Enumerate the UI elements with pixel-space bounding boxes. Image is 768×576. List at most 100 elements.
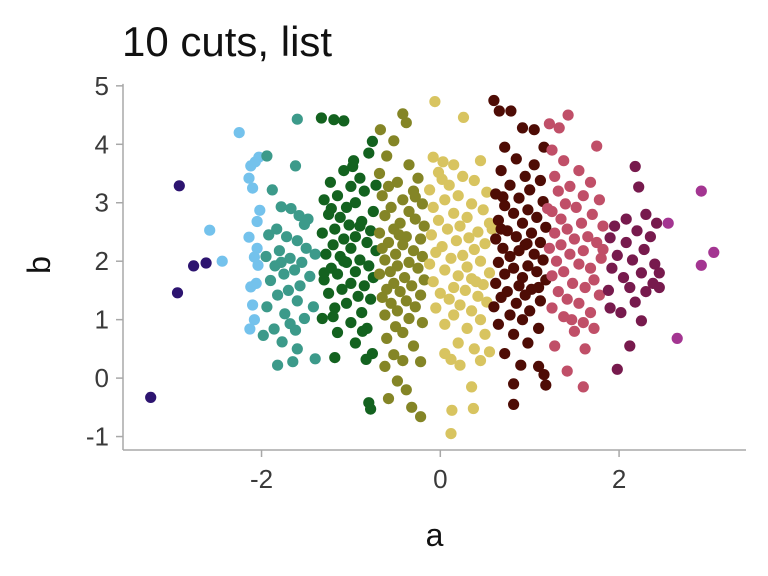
data-point — [363, 260, 375, 272]
data-point — [349, 337, 361, 349]
data-point — [653, 267, 665, 279]
data-point — [291, 235, 303, 247]
data-point — [382, 180, 395, 192]
data-point — [507, 398, 520, 410]
data-point — [577, 317, 589, 329]
data-point — [662, 217, 674, 229]
data-point — [620, 213, 632, 225]
data-point — [309, 248, 321, 260]
y-tick-label: 1 — [95, 305, 109, 335]
data-point — [591, 140, 603, 152]
data-point — [528, 248, 540, 260]
data-point — [466, 381, 478, 393]
x-tick-label: 0 — [433, 464, 447, 494]
data-point — [486, 223, 498, 235]
data-point — [499, 268, 511, 280]
data-point — [507, 328, 520, 340]
data-point — [391, 176, 403, 188]
data-point — [367, 205, 379, 218]
data-point — [617, 272, 630, 284]
data-point — [366, 135, 378, 147]
data-point — [457, 111, 470, 123]
data-point — [329, 223, 341, 235]
data-point — [273, 245, 285, 257]
data-point — [412, 262, 424, 274]
data-point — [360, 353, 372, 365]
data-point — [328, 114, 340, 126]
data-point — [472, 226, 484, 238]
data-point — [531, 211, 543, 223]
data-point — [468, 243, 480, 256]
data-point — [338, 165, 350, 177]
data-point — [504, 179, 516, 191]
data-point — [454, 299, 466, 311]
data-point — [513, 245, 525, 257]
data-point — [593, 194, 606, 206]
data-point — [441, 223, 454, 235]
data-point — [499, 348, 511, 360]
data-point — [584, 176, 597, 188]
data-point — [573, 165, 585, 177]
data-point — [474, 314, 487, 326]
data-point — [285, 203, 297, 215]
data-point — [397, 108, 409, 120]
data-point — [537, 254, 549, 266]
data-point — [640, 286, 652, 298]
data-point — [448, 207, 460, 219]
data-point — [291, 295, 303, 307]
data-point — [516, 314, 529, 326]
data-point — [561, 365, 573, 377]
data-point — [522, 337, 534, 349]
data-point — [457, 170, 469, 182]
data-point — [445, 252, 457, 264]
data-point — [568, 233, 581, 245]
data-point — [577, 381, 589, 393]
data-point — [452, 190, 464, 202]
series-9 — [602, 160, 665, 375]
data-point — [534, 295, 547, 307]
data-point — [468, 174, 480, 187]
data-point — [373, 167, 386, 180]
data-point — [397, 326, 409, 339]
data-point — [546, 302, 558, 314]
data-point — [430, 302, 442, 314]
data-point — [609, 220, 621, 232]
data-point — [293, 210, 305, 222]
data-point — [304, 270, 316, 282]
data-point — [454, 359, 466, 371]
data-point — [399, 272, 411, 284]
data-point — [264, 274, 277, 287]
data-point — [418, 220, 430, 232]
data-point — [573, 258, 585, 270]
data-point — [261, 301, 273, 313]
data-point — [577, 190, 589, 202]
data-point — [439, 348, 451, 360]
data-point — [365, 403, 377, 415]
data-point — [434, 287, 446, 299]
data-point — [257, 329, 269, 341]
data-point — [577, 245, 589, 257]
y-axis-label: b — [21, 256, 57, 274]
data-point — [406, 280, 418, 292]
y-tick-label: 5 — [95, 71, 109, 101]
series-10 — [662, 185, 720, 344]
data-point — [397, 194, 409, 206]
data-point — [468, 343, 480, 355]
data-point — [649, 258, 661, 270]
data-point — [296, 256, 308, 268]
data-point — [340, 201, 353, 213]
data-point — [424, 258, 436, 270]
data-point — [307, 301, 319, 313]
data-point — [651, 217, 663, 229]
data-point — [510, 153, 522, 165]
data-point — [488, 94, 500, 107]
data-point — [415, 233, 427, 245]
data-point — [507, 207, 520, 219]
data-points — [145, 94, 720, 440]
data-point — [549, 340, 561, 352]
data-point — [263, 229, 275, 241]
data-point — [403, 256, 415, 268]
data-point — [345, 242, 357, 254]
data-point — [631, 225, 643, 237]
data-point — [338, 233, 350, 245]
